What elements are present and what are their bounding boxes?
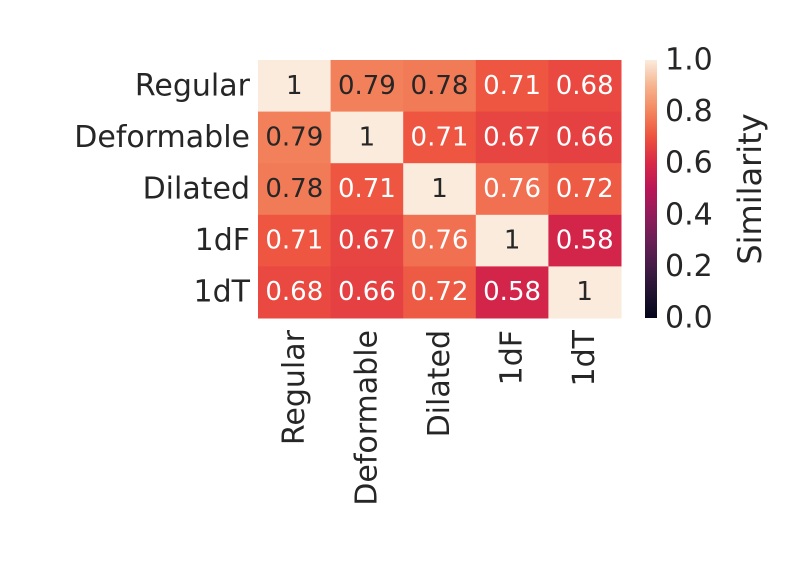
- heatmap-cell: [548, 163, 622, 216]
- colorbar: [645, 60, 657, 318]
- cell-value-label: 0.79: [265, 122, 323, 152]
- heatmap-cell: [403, 163, 477, 216]
- cell-value-label: 0.68: [556, 71, 614, 101]
- heatmap-cell: [475, 214, 549, 267]
- heatmap-cell: [548, 60, 622, 113]
- y-tick-label: 1dT: [194, 275, 251, 310]
- colorbar-tick-label: 1.0: [665, 43, 713, 78]
- cell-value-label: 1: [359, 122, 376, 152]
- cell-value-label: 0.71: [338, 174, 396, 204]
- heatmap-cells: [258, 60, 622, 319]
- heatmap-cell: [403, 214, 477, 267]
- colorbar-tick-label: 0.6: [665, 146, 713, 181]
- cell-value-label: 0.72: [556, 174, 614, 204]
- cell-value-label: 0.66: [556, 122, 614, 152]
- cell-value-label: 0.78: [411, 71, 469, 101]
- y-tick-label: Deformable: [74, 120, 250, 155]
- x-tick-label: Dilated: [422, 330, 457, 437]
- cell-value-label: 0.78: [265, 174, 323, 204]
- colorbar-tick-label: 0.4: [665, 197, 713, 232]
- cell-value-label: 0.67: [483, 122, 541, 152]
- x-tick-label: 1dT: [567, 329, 602, 386]
- colorbar-tick-label: 0.2: [665, 249, 713, 284]
- heatmap-cell: [258, 111, 332, 164]
- y-tick-label: Regular: [135, 68, 251, 103]
- cell-value-label: 0.66: [338, 277, 396, 307]
- heatmap-cell: [258, 60, 332, 113]
- cell-value-label: 1: [576, 277, 593, 307]
- y-tick-label: Dilated: [143, 172, 250, 207]
- x-tick-label: Deformable: [349, 330, 384, 506]
- heatmap-cell: [403, 111, 477, 164]
- cell-value-label: 0.71: [265, 226, 323, 256]
- cell-value-label: 0.79: [338, 71, 396, 101]
- heatmap-cell: [475, 60, 549, 113]
- heatmap-cell: [330, 266, 404, 319]
- heatmap-cell: [403, 266, 477, 319]
- cell-value-label: 0.71: [411, 122, 469, 152]
- heatmap-cell: [403, 60, 477, 113]
- heatmap-cell: [548, 111, 622, 164]
- x-tick-label: 1dF: [495, 330, 530, 385]
- colorbar-label: Similarity: [731, 113, 769, 264]
- x-axis-tick-labels: Regular Deformable Dilated 1dF 1dT: [277, 329, 602, 505]
- x-tick-label: Regular: [277, 329, 312, 445]
- heatmap-cell: [548, 214, 622, 267]
- heatmap-annotations: 1 0.79 0.78 0.71 0.68 0.79 1 0.71 0.67 0.66 0.78 0.…: [265, 71, 613, 307]
- heatmap-cell: [475, 266, 549, 319]
- heatmap-cell: [475, 163, 549, 216]
- heatmap-cell: [330, 214, 404, 267]
- cell-value-label: 0.68: [265, 277, 323, 307]
- heatmap-cell: [330, 163, 404, 216]
- cell-value-label: 0.58: [556, 226, 614, 256]
- cell-value-label: 0.72: [411, 277, 469, 307]
- colorbar-tick-label: 0.0: [665, 301, 713, 336]
- cell-value-label: 1: [286, 71, 303, 101]
- colorbar-tick-label: 0.8: [665, 94, 713, 129]
- cell-value-label: 1: [431, 174, 448, 204]
- cell-value-label: 0.58: [483, 277, 541, 307]
- cell-value-label: 0.71: [483, 71, 541, 101]
- y-axis-tick-labels: Regular Deformable Dilated 1dF 1dT: [74, 68, 250, 309]
- heatmap-cell: [330, 60, 404, 113]
- colorbar-ticks: 0.0 0.2 0.4 0.6 0.8 1.0: [665, 43, 713, 336]
- cell-value-label: 0.76: [483, 174, 541, 204]
- heatmap-cell: [548, 266, 622, 319]
- heatmap-cell: [258, 266, 332, 319]
- cell-value-label: 1: [504, 226, 521, 256]
- heatmap-cell: [475, 111, 549, 164]
- heatmap-cell: [258, 163, 332, 216]
- cell-value-label: 0.67: [338, 226, 396, 256]
- heatmap-cell: [258, 214, 332, 267]
- heatmap-cell: [330, 111, 404, 164]
- cell-value-label: 0.76: [411, 226, 469, 256]
- y-tick-label: 1dF: [195, 223, 250, 258]
